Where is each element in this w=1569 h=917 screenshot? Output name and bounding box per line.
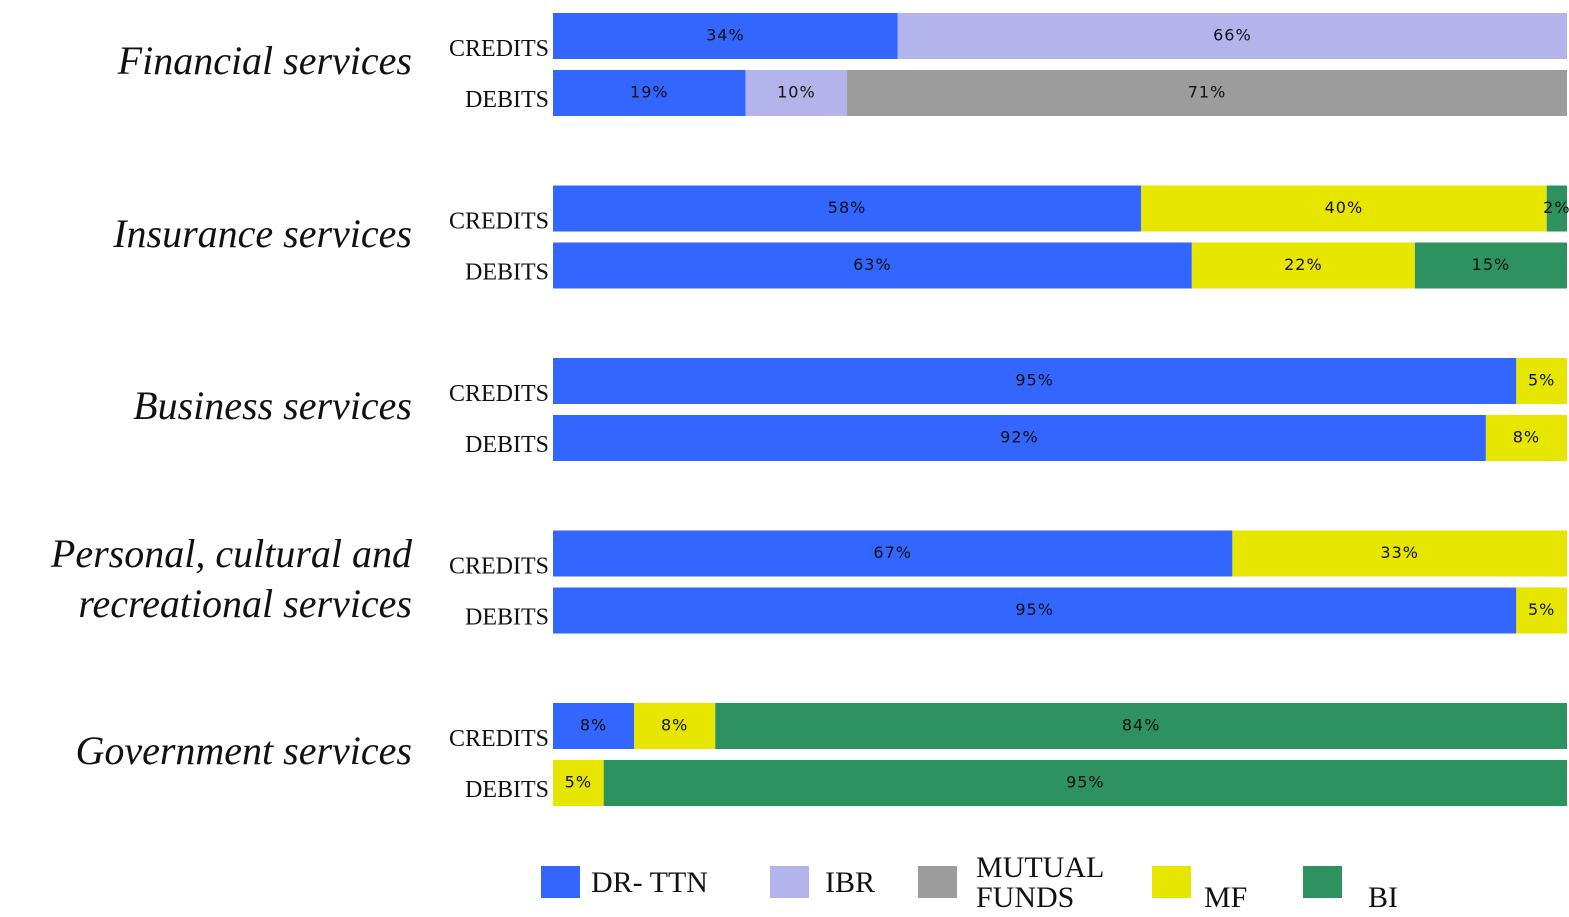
data-label: 95% xyxy=(1015,371,1054,390)
bar-segment xyxy=(553,70,746,116)
row-label: CREDITS xyxy=(449,209,549,235)
legend-swatch xyxy=(1152,866,1191,898)
bar-segment xyxy=(1516,587,1567,634)
bar-segment xyxy=(553,530,1233,577)
row-label: DEBITS xyxy=(465,777,549,803)
bar-segment xyxy=(1414,242,1567,289)
row-label: CREDITS xyxy=(449,554,549,580)
bar-segment xyxy=(1485,415,1567,461)
bar-segment xyxy=(553,358,1517,404)
data-label: 5% xyxy=(565,773,592,792)
row-label: DEBITS xyxy=(465,260,549,286)
data-label: 8% xyxy=(1513,428,1540,447)
bar-segment xyxy=(897,13,1567,59)
data-label: 66% xyxy=(1213,26,1252,45)
bar-segment xyxy=(553,185,1142,232)
group-label: Business services xyxy=(133,383,412,428)
row-label: CREDITS xyxy=(449,726,549,752)
bar-segment xyxy=(715,703,1567,749)
data-label: 95% xyxy=(1015,600,1054,619)
legend-label: MF xyxy=(1204,881,1248,914)
bar-segment xyxy=(553,415,1486,461)
legend-swatch xyxy=(770,866,809,898)
legend-swatch xyxy=(1303,866,1342,898)
legend-swatch xyxy=(918,866,957,898)
row-label: DEBITS xyxy=(465,605,549,631)
bar-segment xyxy=(553,760,604,806)
group-label: Government services xyxy=(75,728,412,773)
data-label: 5% xyxy=(1528,371,1555,390)
data-label: 92% xyxy=(1000,428,1039,447)
bar-segment xyxy=(1546,185,1567,232)
legend-label: BI xyxy=(1368,881,1398,914)
data-label: 58% xyxy=(828,198,867,217)
data-label: 15% xyxy=(1472,255,1511,274)
legend-label: IBR xyxy=(825,866,876,899)
bar-segment xyxy=(1191,242,1415,289)
bar-segment xyxy=(553,703,635,749)
bar-segment xyxy=(847,70,1567,116)
data-label: 34% xyxy=(706,26,745,45)
data-label: 95% xyxy=(1066,773,1105,792)
data-label: 33% xyxy=(1380,543,1419,562)
data-label: 71% xyxy=(1188,83,1227,102)
data-label: 8% xyxy=(661,716,688,735)
data-label: 22% xyxy=(1284,255,1323,274)
row-label: CREDITS xyxy=(449,381,549,407)
group-label: Personal, cultural and recreational serv… xyxy=(50,530,412,626)
bar-segment xyxy=(634,703,716,749)
data-label: 63% xyxy=(853,255,892,274)
bar-segment xyxy=(553,13,898,59)
legend-label: DR- TTN xyxy=(591,866,708,899)
group-label: Insurance services xyxy=(113,210,412,256)
legend-swatch xyxy=(541,866,580,898)
bar-segment xyxy=(1232,530,1567,577)
data-label: 19% xyxy=(630,83,669,102)
row-label: DEBITS xyxy=(465,432,549,458)
bar-segment xyxy=(1141,185,1547,232)
group-label: Financial services xyxy=(117,38,412,83)
bar-segment xyxy=(603,760,1567,806)
data-label: 5% xyxy=(1528,600,1555,619)
legend-label: MUTUAL FUNDS xyxy=(976,851,1104,914)
data-label: 84% xyxy=(1122,716,1161,735)
data-label: 40% xyxy=(1325,198,1364,217)
data-label: 10% xyxy=(777,83,816,102)
bar-segment xyxy=(1516,358,1567,404)
row-label: CREDITS xyxy=(449,36,549,62)
data-label: 2% xyxy=(1543,198,1569,217)
bar-segment xyxy=(745,70,848,116)
row-label: DEBITS xyxy=(465,87,549,113)
data-label: 8% xyxy=(580,716,607,735)
bar-segment xyxy=(553,242,1192,289)
data-label: 67% xyxy=(873,543,912,562)
bar-segment xyxy=(553,587,1517,634)
